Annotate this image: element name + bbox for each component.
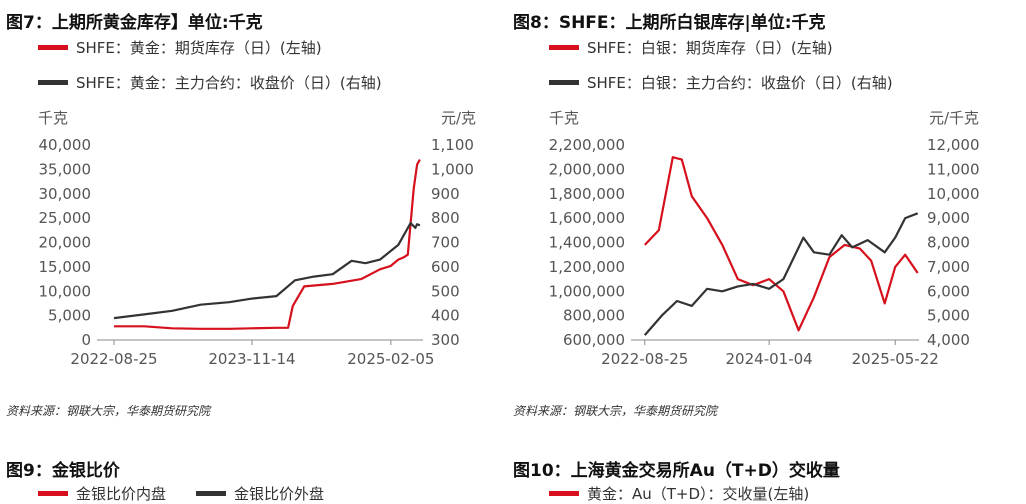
- fig8-right-tick-label: 10,000: [927, 185, 980, 203]
- fig8-source: 资料来源：钢联大宗，华泰期货研究院: [513, 404, 718, 418]
- fig7-left-unit: 千克: [38, 109, 68, 127]
- fig8-right-tick-label: 6,000: [927, 282, 970, 300]
- fig7-right-tick-label: 500: [431, 282, 460, 300]
- fig8-legend-swatch-red: [549, 45, 579, 50]
- fig7-source: 资料来源：钢联大宗，华泰期货研究院: [6, 404, 211, 418]
- fig7-right-tick-label: 600: [431, 258, 460, 276]
- fig10-title: 图10：上海黄金交易所Au（T+D）交收量: [513, 461, 840, 481]
- fig8-x-tick-label: 2022-08-25: [601, 350, 688, 368]
- fig8-right-unit: 元/千克: [929, 109, 979, 127]
- fig7-right-tick-label: 300: [431, 331, 460, 349]
- fig8-right-tick-label: 9,000: [927, 209, 970, 227]
- fig8-x-tick-label: 2025-05-22: [852, 350, 939, 368]
- figure-9: 图9：金银比价 金银比价内盘 金银比价外盘: [0, 450, 500, 503]
- fig8-left-tick-label: 2,200,000: [549, 136, 625, 154]
- fig8-left-tick-label: 1,800,000: [549, 185, 625, 203]
- fig8-left-tick-label: 1,400,000: [549, 234, 625, 252]
- fig8-left-tick-label: 600,000: [563, 331, 625, 349]
- fig7-chart: 千克 元/克 0 5,000 10,000 15,000 20,000 25,000 30,00…: [38, 109, 476, 368]
- fig8-right-tick-label: 11,000: [927, 160, 980, 178]
- fig8-left-tick-label: 800,000: [563, 307, 625, 325]
- fig7-inventory-line: [114, 159, 421, 330]
- fig7-left-tick-label: 25,000: [39, 209, 92, 227]
- fig7-right-unit: 元/克: [441, 109, 476, 127]
- fig9-legend-label-foreign: 金银比价外盘: [234, 485, 325, 503]
- fig8-x-tick-label: 2024-01-04: [726, 350, 813, 368]
- fig9-legend: 金银比价内盘 金银比价外盘: [38, 483, 324, 504]
- fig8-inventory-line: [644, 156, 919, 332]
- fig8-price-line: [643, 212, 919, 336]
- fig7-left-tick-label: 10,000: [39, 282, 92, 300]
- fig7-x-tick-label: 2023-11-14: [208, 350, 295, 368]
- fig8-right-tick-label: 12,000: [927, 136, 980, 154]
- fig8-right-tick-label: 7,000: [927, 258, 970, 276]
- fig7-right-tick-label: 900: [431, 185, 460, 203]
- fig8-right-tick-label: 4,000: [927, 331, 970, 349]
- fig7-left-tick-label: 20,000: [39, 234, 92, 252]
- fig7-right-tick-label: 400: [431, 307, 460, 325]
- fig8-left-tick-label: 1,000,000: [549, 282, 625, 300]
- fig8-left-unit: 千克: [549, 109, 579, 127]
- fig7-price-line: [113, 221, 421, 320]
- fig7-legend-price: SHFE：黄金：主力合约：收盘价（日）(右轴): [38, 72, 382, 93]
- fig8-left-tick-label: 2,000,000: [549, 160, 625, 178]
- fig7-x-tick-label: 2022-08-25: [70, 350, 157, 368]
- fig7-title: 图7：上期所黄金库存】单位:千克: [6, 13, 263, 33]
- fig7-left-tick-label: 40,000: [39, 136, 92, 154]
- fig8-right-tick-label: 5,000: [927, 307, 970, 325]
- fig7-right-tick-label: 800: [431, 209, 460, 227]
- fig8-legend-inventory: SHFE：白银：期货库存（日）(左轴): [549, 37, 833, 58]
- fig8-legend-swatch-black: [549, 80, 579, 85]
- fig10-legend-label: 黄金：Au（T+D）：交收量(左轴): [587, 485, 810, 503]
- fig8-left-tick-label: 1,200,000: [549, 258, 625, 276]
- fig8-title: 图8：SHFE：上期所白银库存|单位:千克: [513, 13, 826, 33]
- fig7-right-tick-label: 1,000: [431, 160, 474, 178]
- fig9-legend-label-domestic: 金银比价内盘: [76, 485, 167, 503]
- fig7-legend-swatch-black: [38, 80, 68, 85]
- fig10-legend: 黄金：Au（T+D）：交收量(左轴): [549, 483, 809, 504]
- figure-10: 图10：上海黄金交易所Au（T+D）交收量 黄金：Au（T+D）：交收量(左轴): [513, 450, 1026, 503]
- fig7-left-tick-label: 0: [81, 331, 91, 349]
- fig7-legend-inventory: SHFE：黄金：期货库存（日）(左轴): [38, 37, 322, 58]
- fig8-legend-inventory-label: SHFE：白银：期货库存（日）(左轴): [587, 39, 833, 57]
- figure-7: 图7：上期所黄金库存】单位:千克 SHFE：黄金：期货库存（日）(左轴) SHF…: [0, 0, 500, 430]
- fig7-right-tick-label: 1,100: [431, 136, 474, 154]
- fig8-left-tick-label: 1,600,000: [549, 209, 625, 227]
- figure-8: 图8：SHFE：上期所白银库存|单位:千克 SHFE：白银：期货库存（日）(左轴…: [513, 0, 1026, 430]
- fig7-legend-inventory-label: SHFE：黄金：期货库存（日）(左轴): [76, 39, 322, 57]
- fig7-left-tick-label: 35,000: [39, 160, 92, 178]
- fig7-left-tick-label: 15,000: [39, 258, 92, 276]
- fig10-legend-swatch-red: [549, 491, 579, 496]
- fig7-legend-price-label: SHFE：黄金：主力合约：收盘价（日）(右轴): [76, 74, 382, 92]
- fig7-left-tick-label: 30,000: [39, 185, 92, 203]
- fig7-right-tick-label: 700: [431, 234, 460, 252]
- fig8-legend-price-label: SHFE：白银：主力合约：收盘价（日）(右轴): [587, 74, 893, 92]
- fig8-chart: 千克 元/千克 600,000 800,000 1,000,000 1,200,000 1,…: [549, 109, 980, 368]
- fig7-left-tick-label: 5,000: [48, 307, 91, 325]
- fig9-legend-swatch-black: [196, 491, 227, 496]
- fig7-legend-swatch-red: [38, 45, 68, 50]
- fig9-title: 图9：金银比价: [6, 461, 120, 481]
- fig8-right-tick-label: 8,000: [927, 234, 970, 252]
- fig7-x-tick-label: 2025-02-05: [347, 350, 434, 368]
- fig9-legend-swatch-red: [38, 491, 68, 496]
- fig8-legend-price: SHFE：白银：主力合约：收盘价（日）(右轴): [549, 72, 893, 93]
